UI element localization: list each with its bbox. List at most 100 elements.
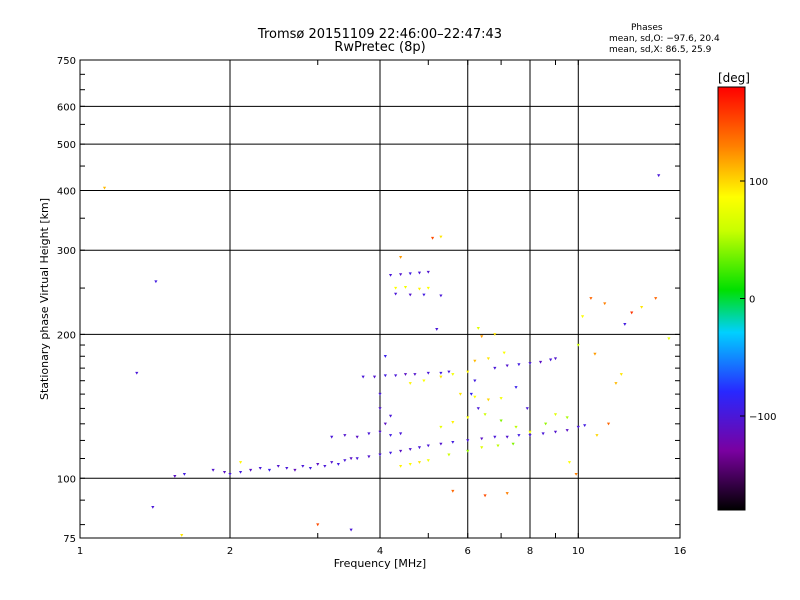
y-tick-label: 75: [63, 534, 76, 545]
data-point: [151, 505, 155, 509]
data-point: [466, 416, 470, 420]
data-point: [499, 419, 503, 423]
data-point: [576, 425, 580, 429]
x-tick-label: 6: [465, 546, 471, 557]
data-point: [483, 494, 487, 498]
data-point: [514, 386, 518, 389]
data-points: [102, 174, 671, 537]
data-point: [355, 435, 359, 439]
colorbar-ticks: 100 0 −100: [740, 177, 776, 423]
data-point: [447, 453, 451, 457]
data-point: [544, 422, 548, 426]
data-point: [383, 374, 387, 378]
data-point: [451, 373, 455, 376]
x-axis-label: Frequency [MHz]: [334, 557, 426, 570]
data-point: [349, 528, 353, 532]
data-point: [388, 414, 393, 418]
data-point: [549, 358, 553, 362]
data-point: [439, 235, 443, 239]
data-point: [528, 362, 532, 365]
data-point: [565, 429, 569, 432]
data-point: [528, 430, 532, 434]
data-point: [496, 444, 500, 448]
data-point: [154, 280, 158, 284]
data-point: [493, 333, 497, 336]
data-point: [394, 286, 398, 290]
y-tick-label: 300: [57, 246, 76, 257]
data-point: [426, 270, 430, 274]
y-tick-label: 400: [57, 186, 76, 197]
data-point: [451, 421, 455, 424]
data-point: [439, 442, 443, 446]
data-point: [525, 407, 529, 411]
data-point: [378, 407, 382, 411]
data-point: [667, 337, 671, 341]
data-point: [349, 457, 353, 461]
data-point: [505, 492, 509, 495]
data-point: [476, 327, 480, 330]
data-point: [528, 434, 532, 437]
data-point: [476, 407, 480, 411]
axis-ticks: 1 2 4 6 8 10 16 75 100 200 300 400 500 600 750: [57, 56, 686, 557]
data-point: [435, 328, 439, 331]
y-tick-label: 600: [57, 102, 76, 113]
data-point: [603, 302, 607, 306]
data-point: [403, 373, 408, 376]
data-point: [378, 453, 382, 457]
data-point: [258, 466, 262, 470]
data-point: [135, 371, 139, 375]
data-point: [426, 286, 430, 290]
data-point: [514, 425, 518, 429]
data-point: [451, 440, 455, 444]
data-point: [316, 463, 320, 466]
data-point: [102, 186, 107, 190]
data-point: [408, 448, 412, 451]
data-point: [408, 382, 412, 385]
data-point: [182, 472, 186, 476]
data-point: [576, 343, 580, 347]
data-point: [408, 463, 412, 466]
data-point: [430, 236, 435, 240]
data-point: [408, 272, 412, 276]
data-point: [553, 413, 558, 417]
data-point: [439, 294, 443, 298]
y-axis-label: Stationary phase Virtual Height [km]: [38, 198, 51, 400]
data-point: [211, 468, 215, 472]
data-point: [493, 435, 497, 439]
data-point: [383, 422, 387, 426]
x-tick-label: 2: [227, 546, 233, 557]
x-tick-label: 16: [674, 546, 687, 557]
data-point: [399, 432, 403, 436]
data-point: [388, 451, 393, 455]
data-point: [473, 359, 477, 363]
data-point: [589, 297, 593, 300]
data-point: [567, 461, 572, 464]
data-point: [580, 315, 585, 319]
data-point: [469, 392, 473, 396]
data-point: [499, 397, 503, 400]
data-point: [486, 398, 490, 402]
data-point: [565, 416, 569, 420]
data-point: [378, 392, 382, 396]
y-tick-label: 200: [57, 330, 76, 341]
data-point: [422, 379, 426, 383]
data-point: [408, 293, 412, 297]
data-point: [505, 435, 509, 439]
data-point: [623, 323, 627, 326]
data-point: [417, 271, 422, 275]
data-point: [426, 371, 430, 375]
x-tick-label: 4: [377, 546, 383, 557]
data-point: [583, 424, 587, 428]
data-point: [285, 466, 289, 470]
data-point: [383, 355, 387, 358]
data-point: [517, 363, 521, 367]
data-point: [483, 413, 487, 417]
data-point: [473, 379, 477, 383]
data-point: [308, 466, 313, 470]
data-point: [553, 357, 558, 361]
data-point: [388, 273, 393, 277]
data-point: [238, 461, 243, 464]
data-point: [238, 470, 243, 474]
data-point: [399, 449, 403, 453]
